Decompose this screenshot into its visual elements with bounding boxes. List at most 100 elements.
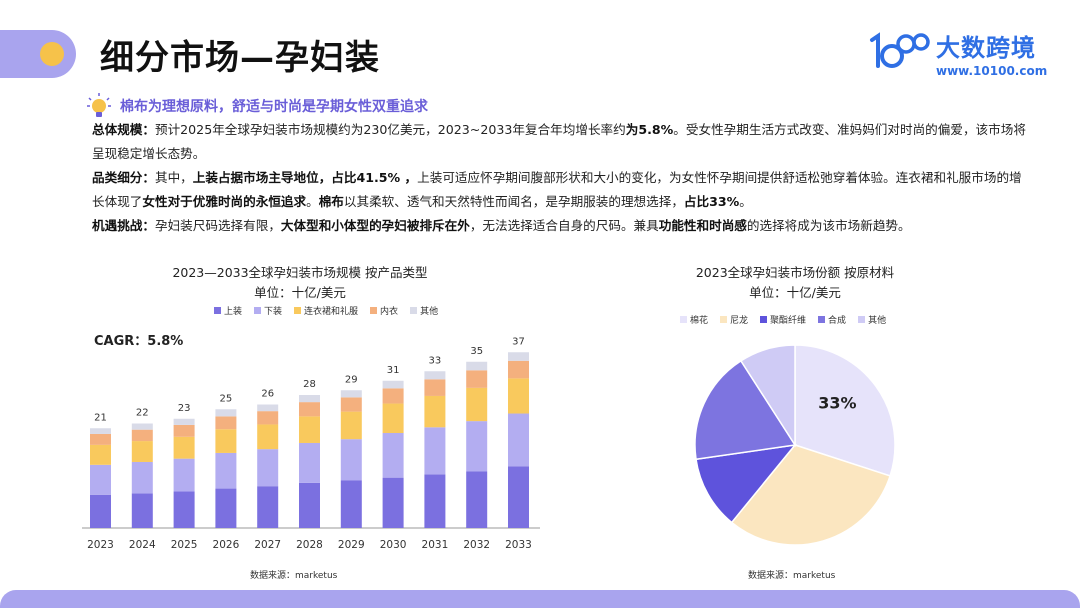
bar-segment: [340, 411, 362, 440]
bar-legend-swatch: [214, 307, 221, 314]
pie-slice: [695, 443, 797, 524]
bar-chart-unit: 单位：十亿/美元: [254, 285, 346, 300]
subheading: 棉布为理想原料，舒适与时尚是孕期女性双重追求: [86, 92, 428, 120]
pie-legend-item: 其他: [858, 313, 886, 326]
pie-slice: [694, 359, 797, 461]
bar-legend-label: 上装: [224, 307, 243, 317]
bar-legend-item: 上装: [214, 304, 242, 317]
bar-segment: [424, 379, 446, 396]
bar-segment: [173, 458, 195, 492]
p3-label: 机遇挑战：: [92, 218, 155, 233]
bar-x-tick-label: 2028: [296, 539, 323, 551]
p3-text-3: 的选择将成为该市场新趋势。: [746, 218, 911, 233]
bar-x-tick-label: 2024: [129, 539, 156, 551]
bar-segment: [299, 402, 320, 417]
pie-legend-label: 棉花: [690, 316, 709, 326]
p3-text-2: ，无法选择适合自身的尺码。兼具: [469, 218, 659, 233]
p3-bold-1: 大体型和小体型的孕妇被排斥在外: [280, 218, 470, 233]
bar-segment: [257, 404, 279, 412]
bar-segment: [508, 413, 529, 467]
bar-segment: [90, 464, 111, 495]
bar-segment: [299, 395, 320, 403]
bar-segment: [508, 466, 529, 528]
bar-segment: [257, 449, 279, 487]
pie-legend-item: 尼龙: [720, 313, 748, 326]
bar-segment: [466, 421, 488, 472]
bar-segment: [90, 494, 111, 528]
bar-segment: [299, 482, 320, 528]
bar-legend-item: 连衣裙和礼服: [294, 304, 358, 317]
bar-segment: [508, 360, 529, 379]
bar-segment: [257, 424, 279, 450]
logo-name: 大数跨境: [936, 34, 1036, 62]
page-title: 细分市场—孕妇装: [100, 38, 380, 78]
bar-segment: [131, 493, 153, 528]
bar-segment: [508, 352, 529, 361]
logo-mark-icon: [870, 32, 930, 68]
bar-legend-item: 下装: [254, 304, 282, 317]
bar-legend-item: 其他: [410, 304, 438, 317]
bar-segment: [257, 411, 279, 425]
bar-segment: [382, 433, 404, 478]
bar-total-label: 33: [429, 355, 442, 366]
pie-legend-item: 合成: [818, 313, 846, 326]
pie-legend-swatch: [818, 316, 826, 323]
bar-segment: [382, 388, 404, 404]
p2-bold-1: 上装占据市场主导地位，占比41.5% ，: [192, 170, 418, 185]
p2-text-2: 上装可适应怀孕期间腹部形状和大小的变化，为女性怀孕期间提供舒适松弛穿着体验。连衣…: [92, 170, 1022, 209]
bar-legend-label: 连衣裙和礼服: [304, 307, 359, 317]
bar-total-label: 23: [178, 403, 191, 414]
bar-segment: [382, 477, 404, 528]
header-decoration-band: [0, 30, 76, 78]
pie-legend-item: 棉花: [680, 313, 708, 326]
p3-text-1: 孕妇装尺码选择有限，: [154, 218, 281, 233]
p1-text-2: 。受女性孕期生活方式改变、准妈妈们对时尚的偏爱，该市场将呈现稳定增长态势。: [92, 122, 1026, 161]
bar-segment: [215, 416, 237, 430]
bar-segment: [382, 380, 404, 389]
pie-chart-title: 2023全球孕妇装市场份额 按原材料: [695, 265, 895, 280]
bar-legend-swatch: [254, 307, 262, 314]
bar-legend-item: 内衣: [370, 304, 398, 317]
p2-text-5: 。: [739, 194, 752, 209]
p2-bold-2: 女性对于优雅时尚的永恒追求: [142, 194, 307, 209]
bar-segment: [90, 428, 111, 434]
bar-chart-source: 数据来源：marketus: [250, 571, 338, 581]
paragraph-overall-scale: 总体规模：预计2025年全球孕妇装市场规模约为230亿美元，2023~2033年…: [92, 118, 1032, 166]
p2-text-1: 其中，: [154, 170, 193, 185]
pie-chart-legend: 棉花 尼龙 聚酯纤维 合成 其他: [680, 313, 898, 326]
bar-chart-legend: 上装 下装 连衣裙和礼服 内衣 其他: [214, 304, 450, 317]
bar-legend-label: 下装: [264, 307, 283, 317]
bar-segment: [382, 403, 404, 433]
brand-logo: 大数跨境 www.10100.com: [866, 28, 1056, 84]
bar-total-label: 35: [470, 346, 483, 357]
pie-legend-swatch: [858, 316, 866, 323]
bar-chart-title: 2023—2033全球孕妇装市场规模 按产品类型: [172, 265, 428, 280]
bar-total-label: 21: [94, 412, 107, 423]
bar-segment: [131, 423, 153, 430]
p1-bold-1: 为5.8%: [625, 122, 674, 137]
pie-legend-label: 合成: [828, 316, 847, 326]
bar-segment: [131, 429, 153, 442]
bar-x-tick-label: 2027: [254, 539, 281, 551]
bar-segment: [215, 409, 237, 417]
bar-x-tick-label: 2023: [87, 539, 114, 551]
bar-total-label: 26: [261, 389, 274, 400]
bar-x-tick-label: 2026: [213, 539, 240, 551]
pie-legend-swatch: [760, 316, 768, 323]
p1-label: 总体规模：: [92, 122, 155, 137]
pie-legend-label: 聚酯纤维: [770, 316, 807, 326]
bar-segment: [299, 442, 320, 483]
logo-url: www.10100.com: [936, 64, 1048, 78]
pie-legend-item: 聚酯纤维: [760, 313, 806, 326]
pie-slice: [730, 444, 892, 546]
bar-x-tick-label: 2032: [463, 539, 490, 551]
bar-segment: [90, 444, 111, 465]
bar-segment: [424, 474, 446, 528]
bar-segment: [173, 436, 195, 459]
bar-segment: [131, 461, 153, 494]
bar-total-label: 25: [220, 393, 233, 404]
subheading-text: 棉布为理想原料，舒适与时尚是孕期女性双重追求: [120, 99, 428, 115]
bar-segment: [340, 439, 362, 481]
bar-x-tick-label: 2033: [505, 539, 532, 551]
paragraph-opportunities: 机遇挑战：孕妇装尺码选择有限，大体型和小体型的孕妇被排斥在外，无法选择适合自身的…: [92, 214, 1032, 238]
